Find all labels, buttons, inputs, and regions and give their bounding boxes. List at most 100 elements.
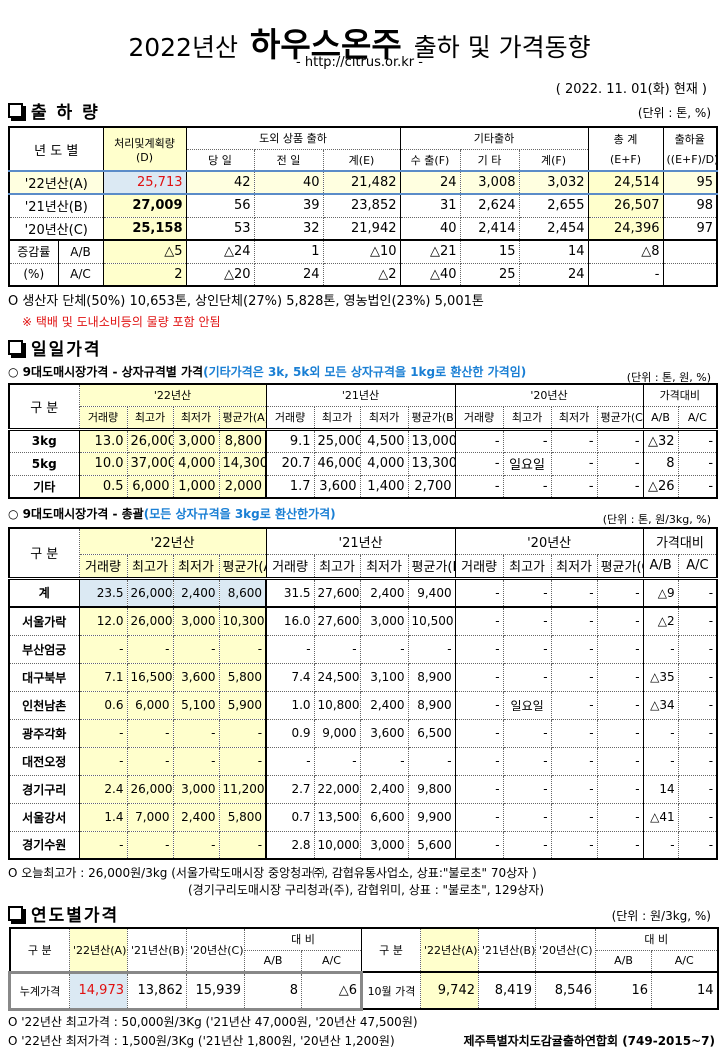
price-summary-table: 구 분'22년산'21년산'20년산가격대비거래량최고가최저가평균가(A)거래량… bbox=[8, 527, 719, 860]
unit-label: (단위 : 톤, 원/3kg, %) bbox=[602, 513, 711, 526]
cell: 5,800 bbox=[218, 662, 267, 692]
cell: 13,862 bbox=[127, 970, 187, 1011]
col-ab-2: A/B bbox=[595, 949, 652, 973]
cell: 24,514 bbox=[587, 170, 664, 195]
table-row: 경기수원 - - - -2.8 10,000 3,000 5,600- - - - - - bbox=[8, 830, 718, 860]
cell: - bbox=[218, 746, 267, 776]
cell: 11,200 bbox=[218, 774, 267, 804]
table-row: 증감률 A/B △5 △24 1 △10 △21 15 14 △8 bbox=[8, 239, 718, 264]
cell: - bbox=[550, 830, 598, 860]
cell: 8,546 bbox=[535, 971, 596, 1010]
cell: 1,000 bbox=[172, 474, 220, 499]
cell: - bbox=[677, 830, 718, 860]
cell: 21,942 bbox=[322, 216, 401, 241]
cell: 0.9 bbox=[265, 718, 315, 748]
col-vol: 거래량 bbox=[265, 405, 315, 430]
cell: - bbox=[313, 746, 361, 776]
cell: 8,900 bbox=[407, 690, 456, 720]
cell: - bbox=[78, 634, 128, 664]
col-vol: 거래량 bbox=[78, 553, 128, 579]
cell: 3,000 bbox=[172, 427, 220, 453]
page-title: 2022년산 하우스온주 출하 및 가격동향 bbox=[0, 18, 719, 66]
col-sum-f: 계(F) bbox=[518, 148, 589, 172]
cell: 10,500 bbox=[407, 606, 456, 636]
cell: 1 bbox=[253, 239, 324, 264]
table-row: 계 23.5 26,000 2,400 8,600 31.5 27,600 2,400 9,40… bbox=[8, 576, 718, 608]
cell: - bbox=[550, 576, 598, 608]
cell: - bbox=[677, 427, 718, 453]
cell: 3,000 bbox=[359, 606, 409, 636]
cell: 15 bbox=[459, 239, 520, 264]
col-vol: 거래량 bbox=[78, 405, 128, 430]
cell: 2,414 bbox=[459, 216, 520, 241]
cell: - bbox=[454, 690, 504, 720]
cell: 21,482 bbox=[322, 170, 401, 195]
cell: 14,973 bbox=[69, 970, 128, 1011]
col-total-formula: (E+F) bbox=[587, 149, 664, 172]
table-row: 부산엄궁 - - - - - - - - - - - - - - bbox=[8, 634, 718, 664]
cell: - bbox=[502, 718, 552, 748]
cell: - bbox=[454, 634, 504, 664]
cell: 25 bbox=[459, 262, 520, 287]
cell: - bbox=[218, 718, 267, 748]
row-label: '21년산(B) bbox=[8, 193, 104, 218]
row-label: 계 bbox=[8, 576, 80, 608]
cell: △2 bbox=[322, 262, 401, 287]
cell: 9,742 bbox=[420, 971, 479, 1010]
col-vol: 거래량 bbox=[265, 553, 315, 579]
top-price-note: O 오늘최고가 : 26,000원/3kg (서울가락도매시장 중앙청과㈜, 감… bbox=[8, 866, 537, 880]
col-gubun: 구 분 bbox=[8, 383, 80, 430]
cell: 24 bbox=[253, 262, 324, 287]
cell: - bbox=[218, 830, 267, 860]
cell: - bbox=[596, 451, 644, 476]
col-compare-2: 대 비 bbox=[595, 927, 718, 951]
subtitle-by-box: ○ 9대도매시장가격 - 상자규격별 가격(기타가격은 3k, 5k외 모든 상… bbox=[8, 365, 527, 379]
cell: - bbox=[78, 746, 128, 776]
cell: - bbox=[677, 746, 718, 776]
cell: 7,000 bbox=[126, 802, 174, 832]
col-22: '22년산 bbox=[78, 383, 267, 407]
col-plan: 처리및계획량 (D) bbox=[102, 126, 187, 172]
row-label: 서울가락 bbox=[8, 606, 80, 636]
cell: 2,700 bbox=[407, 474, 456, 499]
cell: - bbox=[596, 774, 644, 804]
cell: - bbox=[78, 718, 128, 748]
col-21: '21년산 bbox=[265, 527, 456, 555]
cell: - bbox=[126, 718, 174, 748]
col-22-2: '22년산(A) bbox=[420, 927, 479, 973]
row-label: 부산엄궁 bbox=[8, 634, 80, 664]
table-row: 서울강서 1.4 7,000 2,400 5,800 0.7 13,500 6,600 9,90… bbox=[8, 802, 718, 832]
col-min: 최저가 bbox=[550, 405, 598, 430]
site-url[interactable]: - http://citrus.or.kr - bbox=[296, 55, 423, 70]
cell: 0.5 bbox=[78, 474, 128, 499]
cell: 27,009 bbox=[102, 193, 187, 218]
cell: 13.0 bbox=[78, 427, 128, 453]
cell: 23,852 bbox=[322, 193, 401, 218]
col-max: 최고가 bbox=[126, 405, 174, 430]
cell: - bbox=[407, 634, 456, 664]
row-label: '20년산(C) bbox=[8, 216, 104, 241]
cell: - bbox=[502, 606, 552, 636]
cell: 8,419 bbox=[478, 971, 536, 1010]
table-row: 서울가락 12.0 26,000 3,000 10,300 16.0 27,600 3,000… bbox=[8, 606, 718, 636]
col-compare: 가격대비 bbox=[642, 527, 718, 555]
cell: - bbox=[596, 576, 644, 608]
cell: - bbox=[550, 774, 598, 804]
row-group-label: 증감률 bbox=[8, 239, 59, 264]
col-etc: 기 타 bbox=[459, 148, 520, 172]
table-row: 3kg 13.0 26,000 3,000 8,800 9.1 25,000 4,500 13,… bbox=[8, 427, 718, 453]
col-avg-a: 평균가(A) bbox=[218, 405, 267, 430]
row-label: 대구북부 bbox=[8, 662, 80, 692]
cell: △40 bbox=[399, 262, 461, 287]
cell: 5,900 bbox=[218, 690, 267, 720]
section-title: 일일가격 bbox=[31, 340, 102, 360]
cell: - bbox=[596, 474, 644, 499]
cell: 1,400 bbox=[359, 474, 409, 499]
checkbox-bullet-icon bbox=[8, 340, 23, 355]
cell: - bbox=[587, 262, 664, 287]
col-21: '21년산(B) bbox=[127, 927, 187, 973]
title-rest: 출하 및 가격동향 bbox=[413, 33, 591, 62]
cell: 9,800 bbox=[407, 774, 456, 804]
cell: △2 bbox=[642, 606, 679, 636]
cell: - bbox=[265, 746, 315, 776]
